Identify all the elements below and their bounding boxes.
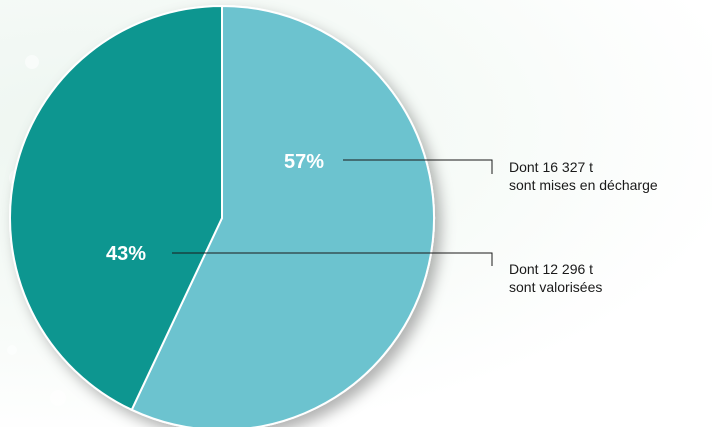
annotation-recovered: Dont 12 296 t sont valorisées bbox=[509, 260, 602, 296]
annotation-landfill-line2: sont mises en décharge bbox=[509, 177, 658, 193]
annotation-recovered-line2: sont valorisées bbox=[509, 279, 603, 295]
pie-slice-57 bbox=[130, 4, 435, 427]
leader-line-1 bbox=[172, 252, 493, 266]
annotation-landfill-line1: Dont 16 327 t bbox=[509, 159, 594, 175]
slice-label-1: 43% bbox=[106, 243, 146, 265]
annotation-recovered-line1: Dont 12 296 t bbox=[509, 261, 594, 277]
leader-line-0 bbox=[343, 159, 493, 174]
slice-label-0: 57% bbox=[284, 151, 324, 173]
annotation-landfill: Dont 16 327 t sont mises en décharge bbox=[509, 158, 658, 194]
pie-slice-43 bbox=[9, 4, 223, 412]
